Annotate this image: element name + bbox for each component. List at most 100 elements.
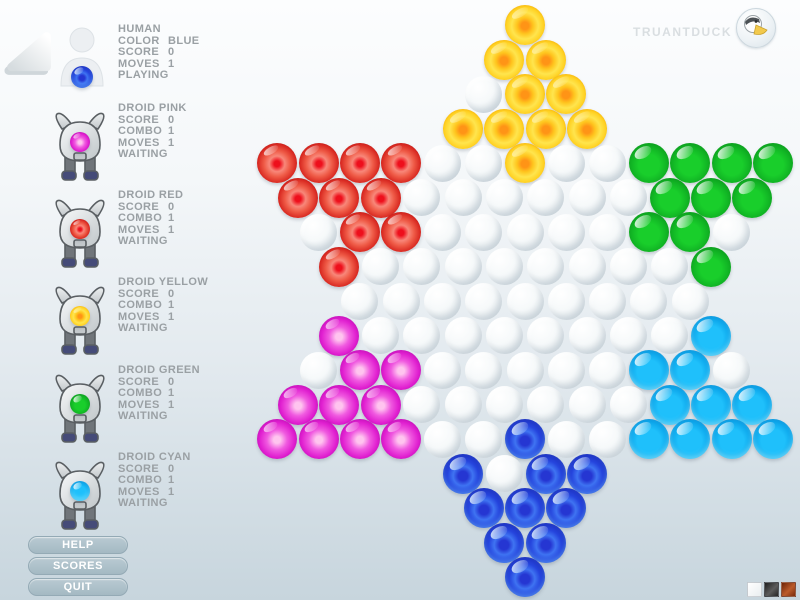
marble-pink[interactable] — [257, 419, 298, 459]
board-hole[interactable] — [506, 351, 544, 389]
marble-red[interactable] — [319, 246, 360, 287]
marble-blue[interactable] — [525, 522, 566, 563]
marble-green[interactable] — [670, 212, 711, 252]
board-hole[interactable] — [444, 179, 482, 216]
marble-yellow[interactable] — [505, 74, 545, 114]
marble-pink[interactable] — [339, 350, 380, 390]
marble-red[interactable] — [277, 177, 318, 218]
board-hole[interactable] — [485, 455, 523, 492]
marble-yellow[interactable] — [443, 108, 484, 149]
marble-red[interactable] — [381, 212, 422, 252]
marble-pink[interactable] — [277, 384, 318, 425]
board-hole[interactable] — [547, 420, 585, 458]
board-hole[interactable] — [527, 179, 565, 216]
board-hole[interactable] — [651, 317, 688, 354]
board-hole[interactable] — [423, 282, 461, 320]
marble-yellow[interactable] — [567, 108, 607, 149]
marble-blue[interactable] — [443, 453, 484, 494]
board-hole[interactable] — [403, 248, 441, 285]
marble-cyan[interactable] — [670, 419, 711, 459]
board-hole[interactable] — [485, 248, 523, 285]
marble-blue[interactable] — [525, 453, 566, 494]
marble-pink[interactable] — [319, 384, 360, 425]
marble-green[interactable] — [628, 143, 669, 183]
marble-yellow[interactable] — [484, 108, 525, 149]
board-hole[interactable] — [568, 179, 606, 216]
board-hole[interactable] — [485, 179, 523, 216]
marble-yellow[interactable] — [505, 5, 545, 45]
board-hole[interactable] — [527, 386, 565, 423]
board-hole[interactable] — [423, 144, 461, 182]
board-hole[interactable] — [465, 144, 503, 182]
marble-pink[interactable] — [339, 419, 380, 459]
marble-green[interactable] — [752, 143, 793, 183]
marble-yellow[interactable] — [525, 108, 566, 149]
marble-pink[interactable] — [319, 315, 360, 356]
marble-cyan[interactable] — [732, 384, 773, 425]
help-button[interactable]: HELP — [28, 536, 128, 554]
marble-red[interactable] — [360, 177, 401, 218]
board-hole[interactable] — [713, 351, 750, 389]
marble-green[interactable] — [732, 177, 773, 218]
marble-blue[interactable] — [505, 557, 545, 597]
marble-green[interactable] — [628, 212, 669, 252]
marble-blue[interactable] — [567, 453, 607, 494]
theme-swatch-rust[interactable] — [781, 582, 796, 597]
marble-cyan[interactable] — [690, 315, 731, 356]
theme-swatch-light[interactable] — [747, 582, 762, 597]
board-hole[interactable] — [589, 282, 627, 320]
marble-green[interactable] — [670, 143, 711, 183]
board-hole[interactable] — [589, 351, 627, 389]
marble-blue[interactable] — [463, 488, 504, 528]
board-hole[interactable] — [485, 317, 523, 354]
marble-pink[interactable] — [360, 384, 401, 425]
marble-yellow[interactable] — [484, 39, 525, 80]
marble-blue[interactable] — [505, 488, 545, 528]
board-hole[interactable] — [465, 213, 503, 251]
board-hole[interactable] — [465, 351, 503, 389]
board-hole[interactable] — [589, 213, 627, 251]
board-hole[interactable] — [713, 213, 750, 251]
marble-pink[interactable] — [381, 419, 422, 459]
board-hole[interactable] — [547, 144, 585, 182]
board-hole[interactable] — [444, 317, 482, 354]
marble-pink[interactable] — [298, 419, 339, 459]
marble-yellow[interactable] — [546, 74, 587, 114]
board-hole[interactable] — [465, 420, 503, 458]
marble-red[interactable] — [339, 212, 380, 252]
marble-cyan[interactable] — [670, 350, 711, 390]
board-hole[interactable] — [609, 248, 647, 285]
board-hole[interactable] — [300, 213, 337, 251]
board-hole[interactable] — [465, 282, 503, 320]
board-hole[interactable] — [589, 420, 627, 458]
board-hole[interactable] — [651, 248, 688, 285]
scores-button[interactable]: SCORES — [28, 557, 128, 575]
board-hole[interactable] — [671, 282, 709, 320]
board-hole[interactable] — [485, 386, 523, 423]
board-hole[interactable] — [609, 317, 647, 354]
marble-red[interactable] — [319, 177, 360, 218]
marble-cyan[interactable] — [628, 419, 669, 459]
board-hole[interactable] — [506, 213, 544, 251]
board-hole[interactable] — [362, 317, 399, 354]
board-hole[interactable] — [547, 213, 585, 251]
board-hole[interactable] — [568, 248, 606, 285]
board-hole[interactable] — [444, 248, 482, 285]
marble-green[interactable] — [690, 177, 731, 218]
marble-green[interactable] — [711, 143, 752, 183]
marble-red[interactable] — [339, 143, 380, 183]
board-hole[interactable] — [609, 179, 647, 216]
board-hole[interactable] — [444, 386, 482, 423]
marble-cyan[interactable] — [649, 384, 690, 425]
marble-red[interactable] — [257, 143, 298, 183]
board-hole[interactable] — [527, 317, 565, 354]
marble-blue[interactable] — [484, 522, 525, 563]
marble-yellow[interactable] — [505, 143, 545, 183]
board-hole[interactable] — [403, 317, 441, 354]
board-hole[interactable] — [589, 144, 627, 182]
marble-cyan[interactable] — [711, 419, 752, 459]
marble-green[interactable] — [690, 246, 731, 287]
board-hole[interactable] — [300, 351, 337, 389]
quit-button[interactable]: QUIT — [28, 578, 128, 596]
board-hole[interactable] — [609, 386, 647, 423]
